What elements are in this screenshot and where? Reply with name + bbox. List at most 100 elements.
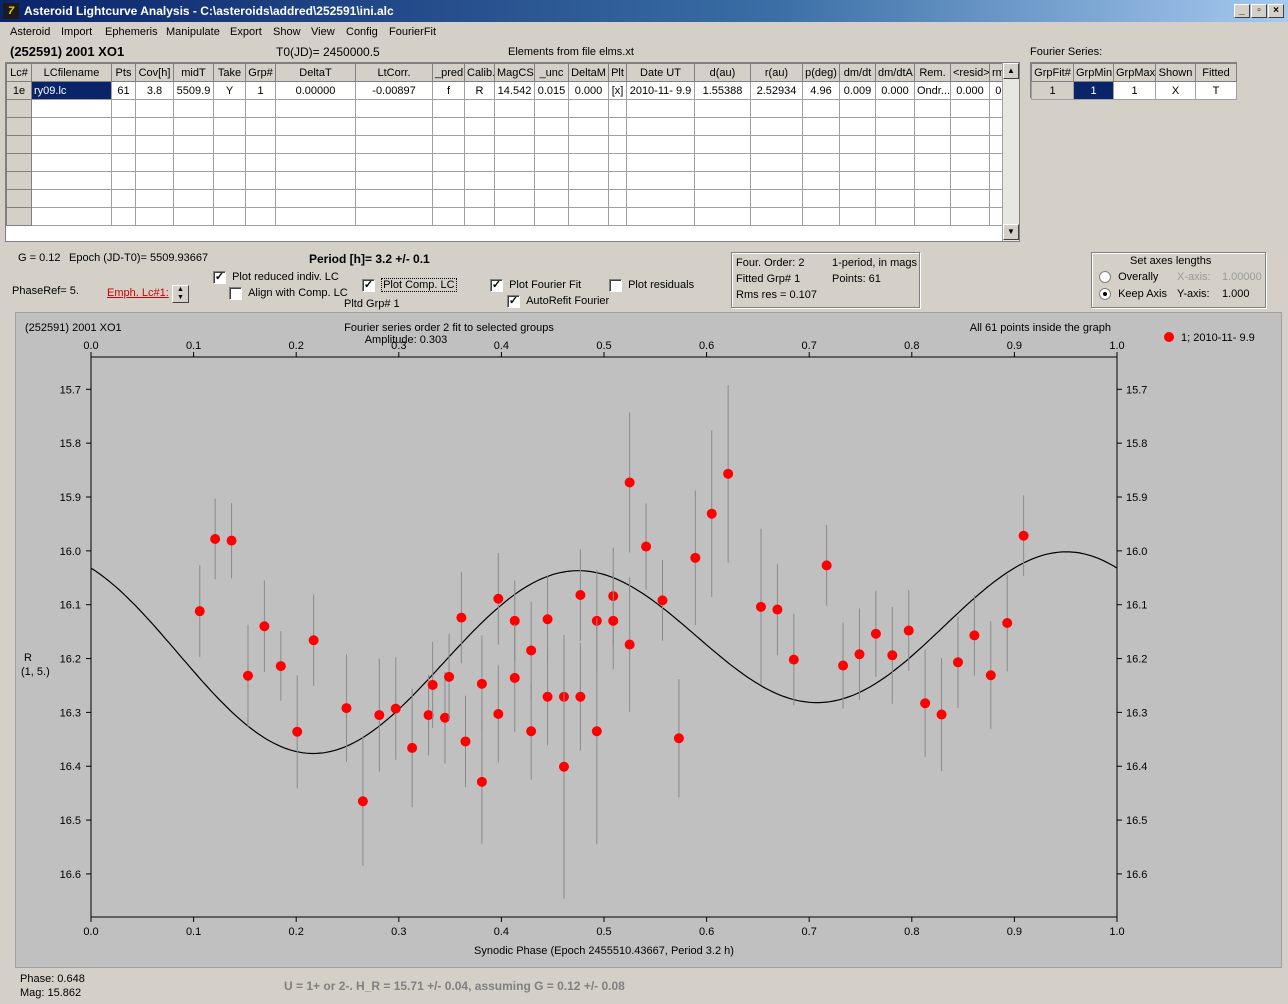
table-cell[interactable] [111,171,136,190]
table-cell[interactable] [950,207,990,226]
table-cell[interactable] [173,135,214,154]
table-cell[interactable] [694,153,751,172]
table-cell[interactable] [839,171,876,190]
table-cell[interactable]: 0.000 [568,81,609,100]
table-cell[interactable] [534,207,569,226]
table-cell[interactable] [355,153,433,172]
menu-config[interactable]: Config [346,26,378,38]
lc-col-header[interactable]: dm/dt [839,63,876,82]
table-cell[interactable]: 3.8 [135,81,174,100]
menu-asteroid[interactable]: Asteroid [10,26,51,38]
empty-table-row[interactable] [6,117,1019,136]
table-cell[interactable] [568,117,609,136]
table-cell[interactable] [31,135,112,154]
lc-col-header[interactable]: Rem. [914,63,951,82]
lc-col-header[interactable]: Cov[h] [135,63,174,82]
table-cell[interactable] [802,117,840,136]
table-cell[interactable] [950,117,990,136]
checkbox-unchecked-icon[interactable] [609,279,622,292]
table-cell[interactable]: f [432,81,465,100]
checkbox-checked-icon[interactable]: ✓ [490,279,503,292]
row-header-cell[interactable] [6,153,32,172]
fourier-col-header[interactable]: Shown [1155,63,1196,82]
lc-col-header[interactable]: Take [213,63,246,82]
table-cell[interactable] [568,153,609,172]
table-cell[interactable] [111,189,136,208]
table-cell[interactable] [950,171,990,190]
fourier-cell[interactable]: X [1155,81,1196,100]
lc-col-header[interactable]: Lc# [6,63,32,82]
empty-table-row[interactable] [6,207,1019,226]
table-cell[interactable] [432,135,465,154]
fourier-cell[interactable]: 1 [1113,81,1156,100]
lc-col-header[interactable]: _pred [432,63,465,82]
x-axis-value[interactable]: 1.00000 [1222,271,1262,283]
table-cell[interactable] [464,153,495,172]
table-cell[interactable] [914,99,951,118]
menu-import[interactable]: Import [61,26,93,38]
table-cell[interactable] [31,117,112,136]
plot-comp-checkbox[interactable]: ✓ Plot Comp. LC [362,278,457,293]
autorefit-checkbox[interactable]: ✓ AutoRefit Fourier [507,295,609,308]
table-cell[interactable] [464,99,495,118]
table-cell[interactable] [135,99,174,118]
table-cell[interactable] [875,135,915,154]
table-cell[interactable] [534,171,569,190]
menu-view[interactable]: View [311,26,335,38]
table-cell[interactable] [802,135,840,154]
menu-fourierfit[interactable]: FourierFit [389,26,437,38]
table-cell[interactable]: R [464,81,495,100]
overally-radio[interactable]: Overally [1099,271,1158,284]
filename-cell[interactable]: ry09.lc [31,81,112,100]
table-cell[interactable] [213,207,246,226]
table-cell[interactable] [608,135,627,154]
table-cell[interactable] [275,135,356,154]
table-cell[interactable] [839,117,876,136]
table-cell[interactable] [494,171,535,190]
fourier-col-header[interactable]: GrpMax [1113,63,1156,82]
radio-off-icon[interactable] [1099,271,1111,284]
lc-col-header[interactable]: p(deg) [802,63,840,82]
table-cell[interactable] [173,207,214,226]
table-cell[interactable] [432,153,465,172]
lc-col-header[interactable]: DeltaT [275,63,356,82]
table-cell[interactable] [802,153,840,172]
row-header-cell[interactable] [6,135,32,154]
table-cell[interactable]: 2.52934 [750,81,803,100]
table-cell[interactable] [135,189,174,208]
table-cell[interactable] [494,135,535,154]
table-cell[interactable] [355,171,433,190]
table-row[interactable]: 1e ry09.lc 61 3.8 5509.9 Y 1 0.00000 -0.00897 f R 1… [6,81,1019,100]
table-cell[interactable] [213,135,246,154]
table-cell[interactable] [111,153,136,172]
table-cell[interactable] [568,135,609,154]
table-cell[interactable] [875,153,915,172]
table-cell[interactable]: 61 [111,81,136,100]
menu-show[interactable]: Show [273,26,301,38]
table-cell[interactable] [694,189,751,208]
table-cell[interactable] [213,171,246,190]
table-cell[interactable] [111,207,136,226]
keep-axis-radio[interactable]: Keep Axis [1099,288,1167,301]
table-cell[interactable] [626,189,695,208]
plot-residuals-checkbox[interactable]: Plot residuals [609,279,694,292]
menu-export[interactable]: Export [230,26,262,38]
table-cell[interactable] [135,171,174,190]
table-cell[interactable] [626,171,695,190]
table-cell[interactable] [568,171,609,190]
row-header-cell[interactable] [6,171,32,190]
table-cell[interactable]: 14.542 [494,81,535,100]
lc-col-header[interactable]: Calib. [464,63,495,82]
table-cell[interactable]: 0.00000 [275,81,356,100]
checkbox-checked-icon[interactable]: ✓ [213,271,226,284]
row-header-cell[interactable] [6,207,32,226]
table-cell[interactable] [608,117,627,136]
table-cell[interactable] [245,117,276,136]
table-cell[interactable] [494,189,535,208]
table-cell[interactable] [135,135,174,154]
scroll-up-icon[interactable]: ▲ [1003,63,1019,79]
table-cell[interactable] [31,99,112,118]
row-header-cell[interactable] [6,189,32,208]
close-button[interactable]: × [1268,4,1284,18]
table-cell[interactable] [914,153,951,172]
